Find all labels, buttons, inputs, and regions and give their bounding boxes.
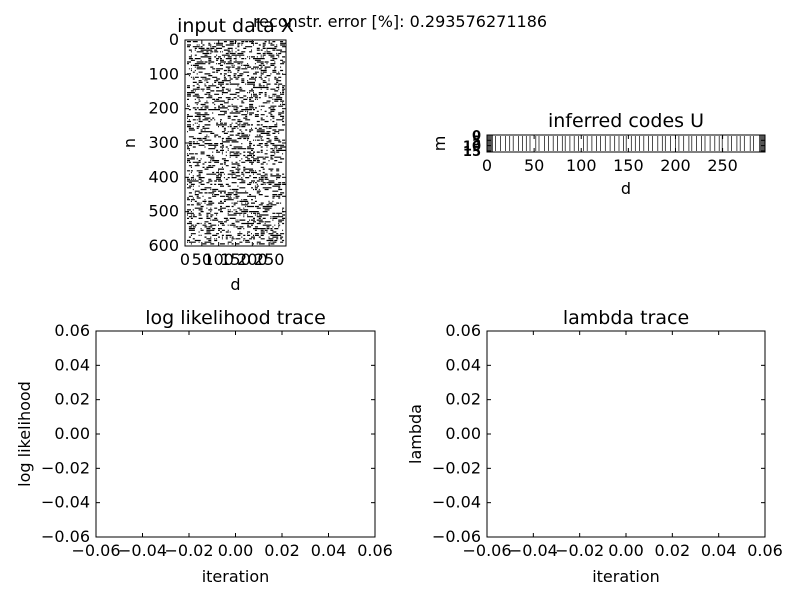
x-tick-label: 150 (220, 250, 251, 269)
y-axis-label: n (120, 138, 139, 148)
chart-title: lambda trace (563, 307, 689, 329)
x-tick-label: 50 (524, 156, 544, 175)
x-tick-label: 0.06 (747, 541, 783, 560)
x-tick-label: 0 (482, 156, 492, 175)
x-tick-label: 250 (254, 250, 285, 269)
x-tick-label: 250 (707, 156, 738, 175)
plot-frame (95, 330, 376, 538)
chart-title: inferred codes U (548, 110, 704, 132)
heatmap-image (487, 135, 765, 152)
y-tick-label: 0.04 (445, 355, 481, 374)
y-tick-label: 0 (472, 129, 481, 144)
x-tick-label: −0.06 (462, 541, 511, 560)
chart-title: log likelihood trace (145, 307, 326, 329)
x-tick-label: 200 (237, 250, 268, 269)
y-tick-label: −0.04 (41, 493, 90, 512)
y-tick-label: 0.02 (54, 390, 90, 409)
chart-lambda: −0.06−0.04−0.02 0.00 0.02 0.04 0.06−0.06−0.0… (406, 307, 783, 586)
y-tick-label: 0.02 (445, 390, 481, 409)
x-tick-label: −0.06 (71, 541, 120, 560)
x-tick-label: 0 (180, 250, 190, 269)
x-tick-label: 100 (566, 156, 597, 175)
x-axis-label: iteration (592, 567, 660, 586)
x-tick-label: 200 (660, 156, 691, 175)
y-axis-label: m (430, 136, 449, 152)
y-tick-label: 100 (148, 64, 179, 83)
x-tick-label: 0.00 (608, 541, 644, 560)
y-tick-label: 0.00 (54, 424, 90, 443)
x-axis-label: d (230, 275, 240, 294)
y-axis-label: log likelihood (15, 381, 34, 487)
x-tick-label: 100 (203, 250, 234, 269)
y-tick-label: 500 (148, 202, 179, 221)
y-tick-label: −0.06 (41, 527, 90, 546)
x-axis-label: iteration (202, 567, 270, 586)
x-tick-label: −0.02 (164, 541, 213, 560)
x-tick-label: −0.04 (118, 541, 167, 560)
x-tick-label: 0.04 (701, 541, 737, 560)
x-tick-label: 50 (192, 250, 212, 269)
chart-input: 0 501001502002500100200300400500600input … (120, 15, 294, 294)
chart-title: input data X (177, 15, 294, 37)
y-tick-label: −0.02 (41, 458, 90, 477)
y-tick-label: 15 (463, 145, 481, 160)
x-tick-label: −0.02 (555, 541, 604, 560)
y-tick-label: 10 (463, 140, 481, 155)
y-tick-label: −0.02 (432, 458, 481, 477)
y-tick-label: 0.06 (54, 321, 90, 340)
chart-loglik: −0.06−0.04−0.02 0.00 0.02 0.04 0.06−0.06−0.0… (15, 307, 393, 586)
y-tick-label: 200 (148, 99, 179, 118)
x-tick-label: 0.02 (264, 541, 300, 560)
x-tick-label: 0.04 (311, 541, 347, 560)
y-tick-label: −0.06 (432, 527, 481, 546)
x-tick-label: 150 (613, 156, 644, 175)
plot-area (96, 331, 375, 537)
x-tick-label: 0.00 (218, 541, 254, 560)
y-tick-label: 5 (472, 134, 481, 149)
y-axis-label: lambda (406, 404, 425, 464)
y-tick-label: 0.06 (445, 321, 481, 340)
x-tick-label: 0.06 (357, 541, 393, 560)
y-tick-label: 300 (148, 133, 179, 152)
x-axis-label: d (621, 179, 631, 198)
y-tick-label: 400 (148, 167, 179, 186)
y-tick-label: 0.00 (445, 424, 481, 443)
x-tick-label: 0.02 (655, 541, 691, 560)
plot-frame (184, 39, 287, 247)
y-tick-label: −0.04 (432, 493, 481, 512)
plot-frame (486, 134, 766, 153)
y-tick-label: 600 (148, 236, 179, 255)
y-tick-label: 0.04 (54, 355, 90, 374)
plot-frame (486, 330, 766, 538)
plot-area (487, 331, 765, 537)
figure-suptitle: reconstr. error [%]: 0.293576271186 (253, 12, 547, 31)
x-tick-label: −0.04 (509, 541, 558, 560)
y-tick-label: 0 (169, 30, 179, 49)
